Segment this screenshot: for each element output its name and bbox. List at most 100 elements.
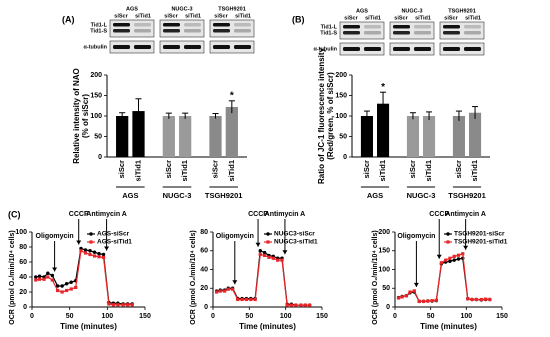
bar bbox=[162, 116, 175, 157]
bar bbox=[225, 106, 238, 157]
y-tick-label: 200 bbox=[90, 72, 102, 79]
blot-box bbox=[389, 21, 435, 40]
blot-band bbox=[414, 31, 431, 35]
data-point bbox=[121, 303, 125, 307]
x-tick-label: 50 bbox=[427, 313, 435, 320]
x-tick-label: 0 bbox=[211, 313, 215, 320]
panel-label: (C) bbox=[8, 209, 21, 219]
blot-band bbox=[113, 29, 130, 33]
data-point bbox=[271, 256, 275, 260]
y-axis-label: OCR (pmol O₂/min/10⁴ cells) bbox=[190, 230, 197, 324]
bar bbox=[132, 111, 145, 157]
y-axis-label: OCR (pmol O₂/min/10⁴ cells) bbox=[372, 230, 379, 324]
data-point bbox=[88, 249, 92, 253]
data-point bbox=[262, 253, 267, 258]
data-point bbox=[479, 297, 483, 302]
data-point bbox=[223, 289, 227, 293]
data-point bbox=[50, 273, 55, 278]
data-point bbox=[55, 284, 60, 288]
annotation-label: CCCP bbox=[69, 211, 89, 218]
blot-band bbox=[113, 45, 130, 49]
blot-band bbox=[464, 47, 481, 51]
blot-lane-label: siTid1 bbox=[185, 13, 201, 19]
data-point bbox=[218, 289, 222, 293]
blot-band bbox=[393, 25, 410, 29]
data-point bbox=[400, 295, 404, 299]
data-point bbox=[488, 297, 492, 302]
data-point bbox=[444, 258, 448, 262]
blot-band bbox=[134, 29, 151, 33]
panel-label: (B) bbox=[292, 14, 305, 24]
annotation-arrowhead bbox=[413, 282, 419, 287]
data-point bbox=[412, 289, 416, 293]
data-point bbox=[60, 290, 64, 294]
blot-band bbox=[213, 23, 230, 27]
data-point bbox=[448, 259, 452, 263]
data-point bbox=[456, 253, 461, 257]
data-point bbox=[249, 297, 253, 302]
group-label: NUGC-3 bbox=[163, 191, 192, 200]
data-point bbox=[303, 303, 307, 307]
data-point bbox=[56, 288, 60, 293]
data-point bbox=[74, 285, 78, 290]
bar bbox=[179, 116, 192, 157]
series-line bbox=[216, 249, 310, 306]
group-label: TSGH9201 bbox=[205, 191, 243, 200]
annotation-label: Antimycin A bbox=[86, 211, 127, 218]
data-point bbox=[107, 302, 111, 306]
y-tick-label: 0 bbox=[343, 154, 347, 161]
annotation-arrowhead bbox=[52, 267, 58, 272]
blot-band bbox=[414, 25, 431, 29]
bar bbox=[423, 116, 436, 157]
blot-band bbox=[364, 47, 381, 51]
data-point bbox=[34, 278, 38, 282]
y-tick-label: 100 bbox=[90, 113, 102, 120]
data-point bbox=[42, 277, 46, 281]
legend-marker bbox=[89, 232, 93, 236]
blot-band bbox=[443, 47, 460, 51]
x-tick-label: 50 bbox=[66, 313, 74, 320]
data-point bbox=[289, 303, 294, 307]
x-tick-label: siScr bbox=[454, 160, 463, 178]
y-tick-label: 20 bbox=[19, 289, 27, 296]
y-tick-label: 150 bbox=[335, 92, 347, 99]
data-point bbox=[439, 261, 443, 265]
blot-band bbox=[343, 31, 360, 35]
x-tick-label: 150 bbox=[316, 313, 328, 320]
legend-label: TSGH9201-siTid1 bbox=[454, 239, 508, 246]
data-point bbox=[253, 297, 257, 302]
annotation-label: Antimycin A bbox=[445, 211, 486, 218]
y-tick-label: 100 bbox=[15, 229, 27, 236]
blot-box bbox=[339, 21, 385, 40]
blot-box bbox=[439, 42, 485, 56]
x-tick-label: 150 bbox=[496, 313, 508, 320]
blot-cell-line: TSGH9201 bbox=[448, 8, 476, 14]
data-point bbox=[240, 297, 244, 302]
y-axis-label: Relative intensity of NAO bbox=[72, 68, 81, 164]
data-point bbox=[101, 255, 106, 260]
annotation-arrowhead bbox=[463, 245, 469, 250]
y-axis-label: (% of siScr) bbox=[81, 94, 90, 138]
legend-marker bbox=[446, 232, 450, 236]
x-tick-label: siTid1 bbox=[180, 160, 189, 182]
x-axis-label: Time (minutes) bbox=[420, 322, 477, 331]
x-tick-label: siScr bbox=[210, 160, 219, 178]
annotation-arrowhead bbox=[255, 242, 261, 247]
annotation-label: CCCP bbox=[429, 211, 449, 218]
blot-band bbox=[343, 47, 360, 51]
data-point bbox=[470, 297, 474, 302]
legend-marker bbox=[89, 240, 93, 244]
data-point bbox=[88, 252, 92, 257]
blot-band bbox=[443, 25, 460, 29]
x-axis-label: Time (minutes) bbox=[60, 322, 117, 331]
x-tick-label: 100 bbox=[460, 313, 472, 320]
data-point bbox=[426, 299, 430, 303]
series-line bbox=[35, 247, 133, 305]
data-point bbox=[456, 257, 461, 261]
y-tick-label: 0 bbox=[386, 304, 390, 311]
data-point bbox=[267, 255, 271, 259]
blot-box bbox=[159, 40, 205, 54]
blot-box bbox=[209, 40, 255, 54]
data-point bbox=[69, 287, 73, 291]
x-tick-label: siScr bbox=[164, 160, 173, 178]
